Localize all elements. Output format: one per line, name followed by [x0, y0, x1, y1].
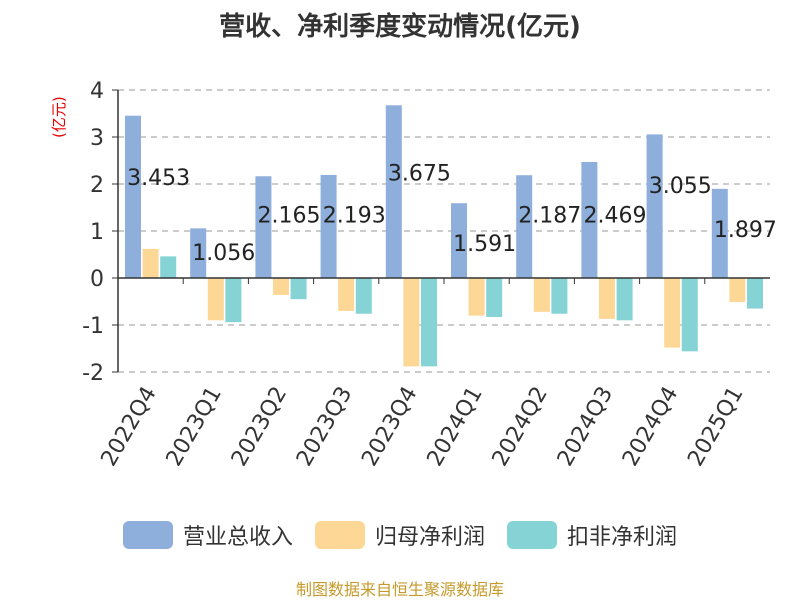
y-tick-label: 2: [90, 173, 104, 198]
x-tick-label: 2025Q1: [683, 383, 748, 471]
bar-deducted-net-profit: [747, 278, 763, 309]
legend-label-revenue: 营业总收入: [182, 525, 293, 550]
bar-deducted-net-profit: [421, 278, 437, 367]
bar-net-profit: [403, 278, 420, 367]
bar-revenue: [711, 188, 728, 278]
y-tick-label: 3: [90, 126, 104, 151]
bar-deducted-net-profit: [616, 278, 633, 321]
data-label: 2.165: [258, 204, 321, 229]
bar-revenue: [646, 134, 663, 278]
x-tick-label: 2024Q1: [422, 382, 487, 470]
bar-net-profit: [273, 278, 289, 295]
bar-deducted-net-profit: [681, 278, 698, 352]
bar-net-profit: [729, 278, 746, 302]
bar-revenue: [516, 175, 533, 278]
bar-revenue: [190, 228, 207, 278]
data-label: 2.187: [518, 204, 581, 229]
y-tick-label: 1: [90, 220, 104, 245]
x-tick-label: 2024Q4: [618, 383, 683, 471]
bar-revenue: [581, 161, 598, 278]
legend-label-deducted-net-profit: 扣非净利润: [567, 525, 678, 550]
data-label: 1.591: [453, 232, 516, 257]
bar-net-profit: [599, 278, 615, 319]
data-source-note: 制图数据来自恒生聚源数据库: [295, 580, 504, 599]
bar-revenue: [451, 203, 467, 278]
data-label: 1.897: [714, 218, 777, 243]
x-tick-label: 2023Q1: [162, 383, 227, 471]
legend-swatch-net-profit: [314, 521, 365, 549]
y-tick-label: -1: [82, 314, 104, 339]
bar-net-profit: [664, 278, 681, 348]
data-label: 2.469: [584, 204, 647, 229]
bar-deducted-net-profit: [290, 278, 307, 300]
bar-revenue: [385, 105, 402, 279]
x-tick-label: 2024Q2: [488, 383, 553, 471]
bar-revenue: [125, 115, 141, 278]
x-tick-label: 2023Q4: [357, 383, 422, 471]
chart-title: 营收、净利季度变动情况(亿元): [219, 12, 581, 42]
x-tick-label: 2023Q2: [227, 383, 292, 471]
data-label: 3.675: [388, 162, 451, 187]
legend-swatch-deducted-net-profit: [507, 521, 557, 549]
y-tick-label: 0: [90, 267, 104, 292]
legend-item-deducted-net-profit[interactable]: 扣非净利润: [507, 519, 677, 551]
bar-deducted-net-profit: [355, 278, 372, 314]
bar-net-profit: [468, 278, 485, 316]
bar-deducted-net-profit: [486, 278, 503, 318]
data-label: 1.056: [192, 241, 255, 266]
bar-net-profit: [533, 278, 550, 312]
legend-item-revenue[interactable]: 营业总收入: [122, 519, 293, 551]
x-tick-label: 2022Q4: [96, 383, 161, 471]
data-label: 3.453: [127, 166, 190, 191]
legend: 营业总收入 归母净利润 扣非净利润: [0, 519, 800, 551]
legend-item-net-profit[interactable]: 归母净利润: [314, 519, 485, 551]
y-tick-label: -2: [82, 361, 104, 386]
legend-swatch-revenue: [122, 521, 173, 549]
legend-label-net-profit: 归母净利润: [374, 525, 485, 550]
bar-revenue: [255, 176, 272, 278]
data-label: 3.055: [649, 174, 712, 199]
bar-net-profit: [142, 248, 159, 278]
data-label: 2.193: [323, 204, 386, 229]
bar-net-profit: [338, 278, 355, 311]
bar-revenue: [320, 174, 337, 278]
bar-deducted-net-profit: [551, 278, 568, 314]
x-tick-label: 2023Q3: [292, 383, 357, 471]
x-tick-label: 2024Q3: [553, 383, 618, 471]
bar-net-profit: [207, 278, 224, 321]
y-tick-label: 4: [90, 79, 104, 104]
bar-deducted-net-profit: [225, 278, 242, 323]
bar-deducted-net-profit: [160, 256, 177, 278]
